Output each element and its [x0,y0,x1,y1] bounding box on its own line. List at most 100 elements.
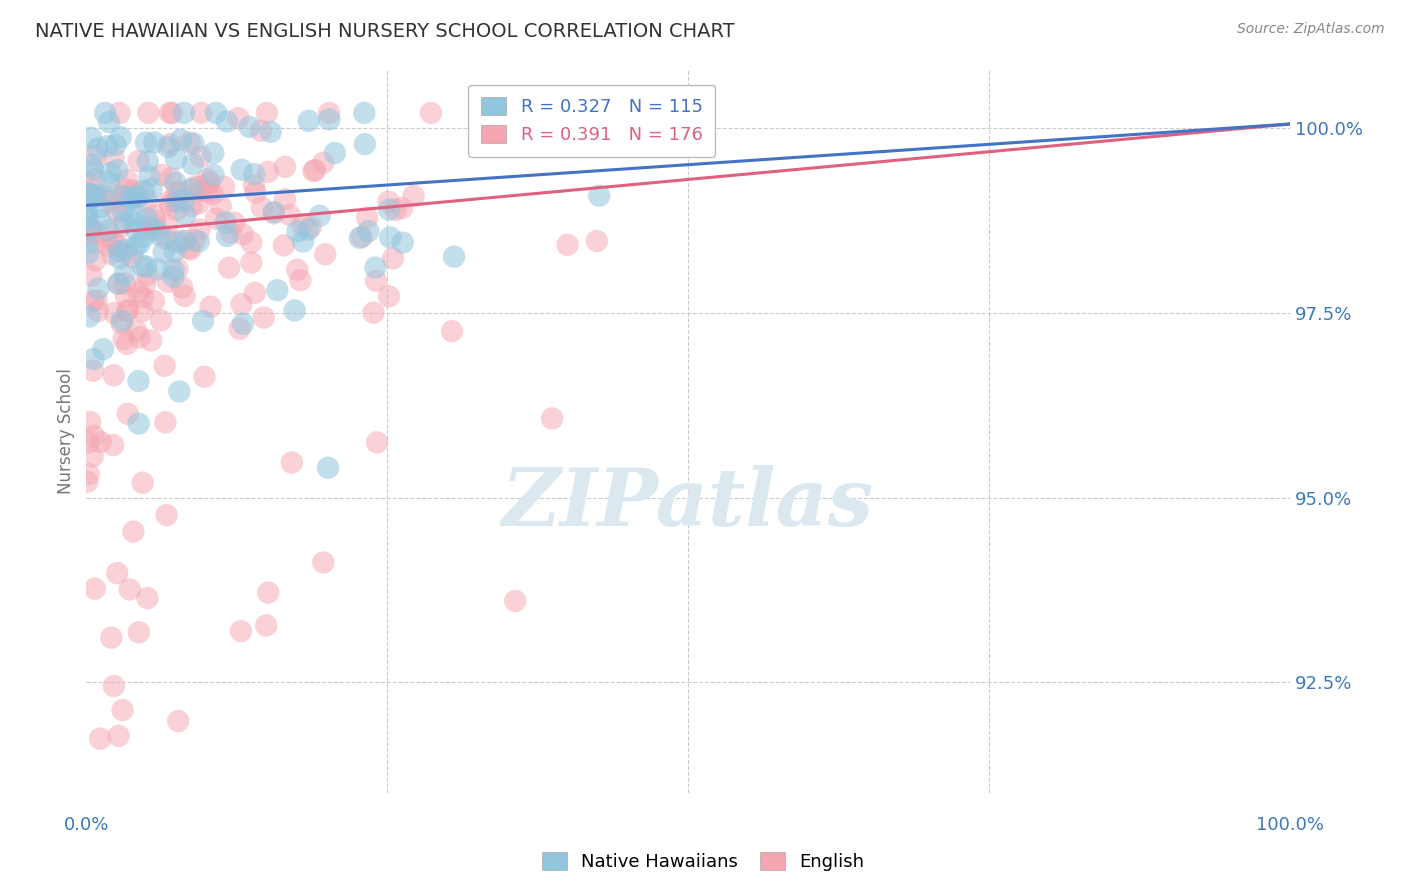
Point [312,556,335,570]
Point [316,460,339,475]
Point [243,178,266,192]
Point [77,186,100,201]
Point [79,186,101,201]
Point [165,176,187,190]
Point [136,106,159,120]
Point [190,106,212,120]
Point [166,202,188,217]
Point [83,188,105,202]
Point [198,176,221,190]
Point [180,182,202,196]
Point [111,703,134,717]
Point [136,268,159,282]
Point [160,106,183,120]
Point [112,188,135,202]
Point [209,199,232,213]
Point [253,310,276,325]
Point [135,260,157,274]
Point [356,211,378,225]
Point [127,190,149,204]
Point [278,208,301,222]
Point [353,106,375,120]
Point [80,226,103,240]
Point [250,201,273,215]
Point [101,233,124,247]
Point [105,238,128,252]
Point [169,185,191,199]
Point [141,181,163,195]
Point [174,234,197,248]
Point [100,631,122,645]
Point [111,204,134,219]
Point [541,411,564,425]
Point [291,218,314,232]
Point [162,263,184,277]
Point [79,310,101,324]
Point [142,294,165,309]
Point [82,162,104,177]
Point [187,235,209,249]
Point [159,106,181,120]
Point [205,211,228,226]
Point [76,208,98,222]
Point [260,125,283,139]
Point [318,106,340,120]
Point [349,231,371,245]
Point [284,303,307,318]
Point [135,211,157,226]
Point [226,111,249,125]
Point [76,236,98,251]
Point [136,591,159,606]
Point [132,290,155,304]
Point [145,213,167,227]
Point [117,303,139,318]
Point [108,252,131,266]
Point [79,415,101,429]
Point [159,137,181,152]
Point [363,305,385,319]
Point [91,342,114,356]
Point [285,262,308,277]
Point [165,152,187,166]
Point [84,253,107,268]
Point [263,205,285,219]
Point [163,244,186,259]
Point [180,199,202,213]
Point [128,236,150,251]
Point [153,359,176,373]
Point [152,245,174,260]
Point [79,221,101,235]
Point [107,163,129,178]
Point [159,198,181,212]
Point [215,114,238,128]
Point [281,456,304,470]
Point [391,235,413,250]
Point [202,168,225,182]
Point [382,252,405,266]
Point [350,230,373,244]
Point [229,624,252,639]
Point [156,218,179,232]
Point [87,141,110,155]
Point [166,262,188,277]
Point [290,273,312,287]
Point [232,317,254,331]
Point [90,435,112,450]
Point [205,106,228,120]
Point [97,223,120,237]
Point [83,172,105,186]
Point [585,234,607,248]
Point [128,374,150,388]
Point [287,224,309,238]
Point [80,268,103,283]
Point [112,332,135,346]
Point [302,164,325,178]
Point [274,160,297,174]
Point [503,594,526,608]
Point [136,154,159,169]
Point [134,277,156,292]
Point [157,194,180,209]
Point [128,417,150,431]
Point [84,148,107,162]
Point [304,163,326,178]
